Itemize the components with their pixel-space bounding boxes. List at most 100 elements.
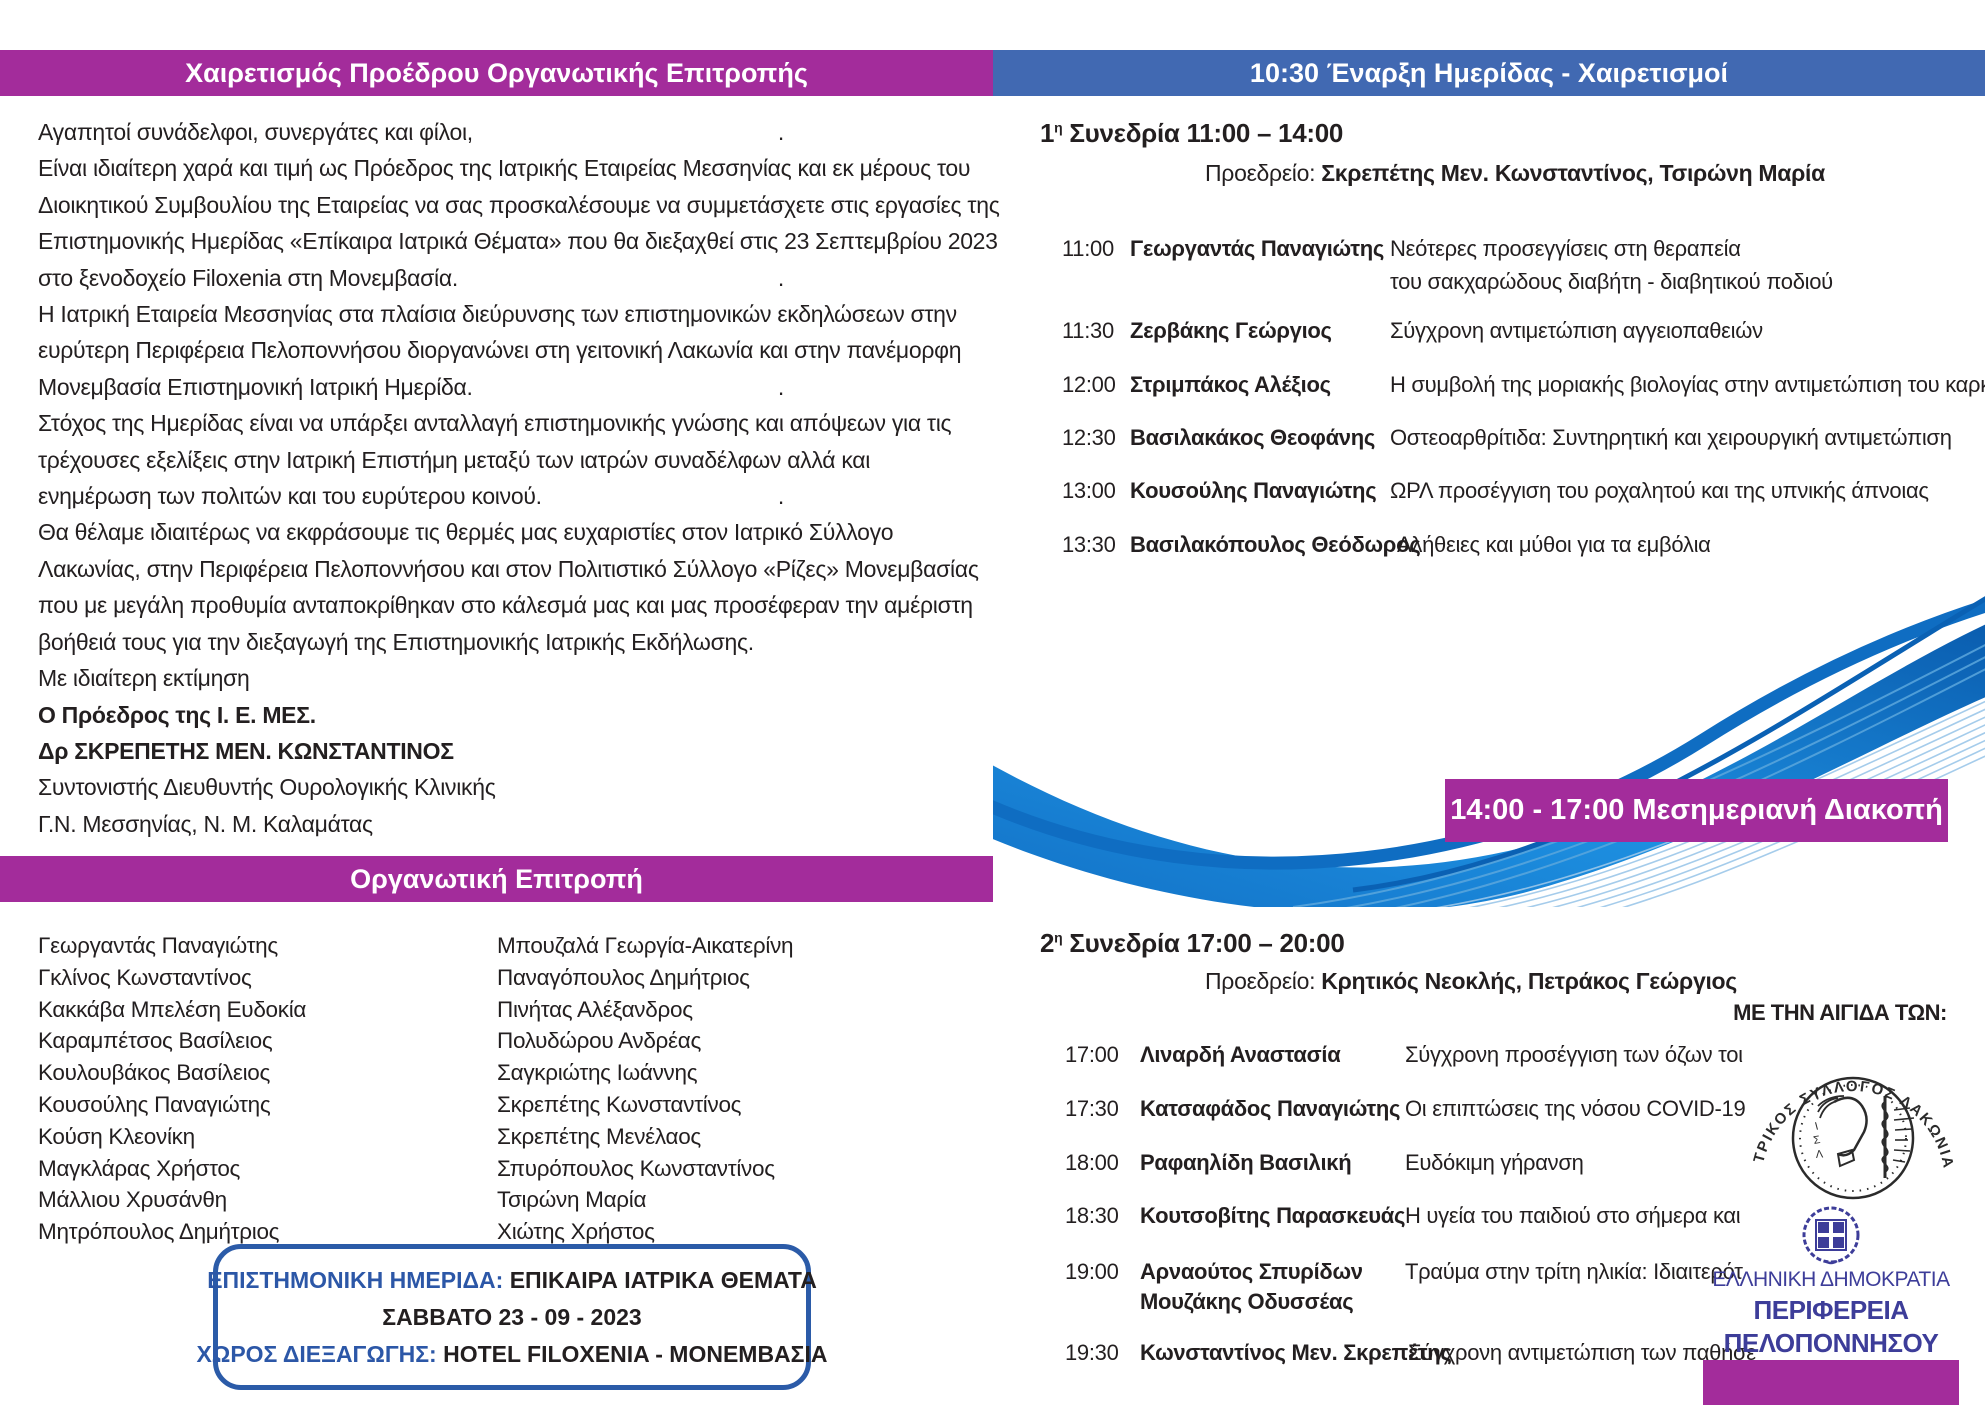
venue-label: ΧΩΡΟΣ ΔΙΕΞΑΓΩΓΗΣ:: [196, 1340, 444, 1367]
greeting-line: βοήθειά τους για την διεξαγωγή της Επιστ…: [38, 628, 754, 655]
committee-column-2: Μπουζαλά Γεωργία-Αικατερίνη Παναγόπουλος…: [497, 930, 794, 1248]
session2-chairs: Προεδρείο: Κρητικός Νεοκλής, Πετράκος Γε…: [1205, 968, 1737, 995]
committee-member: Σαγκριώτης Ιωάννης: [497, 1060, 698, 1086]
greeting-line: Διοικητικού Συμβουλίου της Εταιρείας να …: [38, 191, 1000, 218]
talk-speaker: Κατσαφάδος Παναγιώτης: [1140, 1096, 1401, 1121]
svg-text:Ι: Ι: [1814, 1121, 1820, 1133]
event-info-box: ΕΠΙΣΤΗΜΟΝΙΚΗ ΗΜΕΡΙΔΑ: ΕΠΙΚΑΙΡΑ ΙΑΤΡΙΚΑ Θ…: [197, 1244, 827, 1390]
committee-member: Παναγόπουλος Δημήτριος: [497, 964, 750, 990]
talk-speaker: Ραφαηλίδη Βασιλική: [1140, 1150, 1352, 1175]
chair-names: Κρητικός Νεοκλής, Πετράκος Γεώργιος: [1321, 968, 1737, 994]
session1-title: 1η Συνεδρία 11:00 – 14:00: [1040, 118, 1344, 148]
line-end-dot: .: [777, 483, 784, 510]
talk-time: 11:00: [1062, 236, 1114, 261]
line-end-dot: .: [777, 264, 784, 291]
committee-member: Μπουζαλά Γεωργία-Αικατερίνη: [497, 933, 794, 958]
event-date: ΣΑΒΒΑΤΟ 23 - 09 - 2023: [382, 1303, 642, 1330]
committee-member: Πινήτας Αλέξανδρος: [497, 996, 693, 1022]
right-header-bar: 10:30 Έναρξη Ημερίδας - Χαιρετισμοί: [993, 50, 1985, 96]
committee-member: Γκλίνος Κωνσταντίνος: [38, 964, 252, 990]
event-type-label: ΕΠΙΣΤΗΜΟΝΙΚΗ ΗΜΕΡΙΔΑ:: [207, 1266, 510, 1293]
region-label-line2: ΠΕΛΟΠΟΝΝΗΣΟΥ: [1723, 1328, 1939, 1358]
aegis-heading: ΜΕ ΤΗΝ ΑΙΓΙΔΑ ΤΩΝ:: [1733, 1000, 1947, 1025]
committee-column-1: Γεωργαντάς Παναγιώτης Γκλίνος Κωνσταντίν…: [38, 930, 306, 1248]
event-info-line1: ΕΠΙΣΤΗΜΟΝΙΚΗ ΗΜΕΡΙΔΑ: ΕΠΙΚΑΙΡΑ ΙΑΤΡΙΚΑ Θ…: [207, 1262, 817, 1299]
greeting-line: Στόχος της Ημερίδας είναι να υπάρξει αντ…: [38, 410, 952, 437]
committee-member: Γεωργαντάς Παναγιώτης: [38, 933, 278, 958]
talk-time: 17:00: [1065, 1042, 1119, 1067]
committee-member: Χιώτης Χρήστος: [497, 1219, 655, 1245]
committee-header-title: Οργανωτική Επιτροπή: [350, 863, 643, 894]
greeting-line: ενημέρωση των πολιτών και του ευρύτερου …: [38, 478, 784, 514]
committee-member: Μαγκλάρας Χρήστος: [38, 1155, 241, 1181]
talk-title: Νεότερες προσεγγίσεις στη θεραπεία του σα…: [1390, 236, 1833, 294]
president-title-line: Ο Πρόεδρος της Ι. Ε. ΜΕΣ.: [38, 701, 316, 728]
greeting-line: Θα θέλαμε ιδιαιτέρως να εκφράσουμε τις θ…: [38, 519, 894, 546]
session2-title: 2η Συνεδρία 17:00 – 20:00: [1040, 928, 1345, 958]
talk-time: 13:00: [1062, 478, 1116, 503]
talk-speaker: Λιναρδή Αναστασία: [1140, 1042, 1341, 1067]
committee-member: Σκρεπέτης Κωνσταντίνος: [497, 1091, 742, 1117]
talk-title: Οστεοαρθρίτιδα: Συντηρητική και χειρουργ…: [1390, 425, 1952, 450]
talk-speaker: Κουσούλης Παναγιώτης: [1130, 478, 1377, 503]
greeting-line: Η Ιατρική Εταιρεία Μεσσηνίας στα πλαίσια…: [38, 301, 957, 328]
chair-label: Προεδρείο:: [1205, 160, 1322, 186]
president-role-line: Συντονιστής Διευθυντής Ουρολογικής Κλινι…: [38, 774, 496, 801]
event-title: ΕΠΙΚΑΙΡΑ ΙΑΤΡΙΚΑ ΘΕΜΑΤΑ: [509, 1266, 817, 1293]
lunch-break-box: 14:00 - 17:00 Μεσημεριανή Διακοπή: [1445, 779, 1948, 842]
laconia-medical-seal: ΙΑΤΡΙΚΟΣ ΣΥΛΛΟΓΟΣ ΛΑΚΩΝΙΑΣ Ι Σ Λ: [1742, 1026, 1955, 1200]
greeting-line: Επιστημονικής Ημερίδας «Επίκαιρα Ιατρικά…: [38, 228, 998, 255]
line-end-dot: .: [777, 119, 784, 145]
talk-speaker: Κωνσταντίνος Μεν. Σκρεπέτης: [1140, 1340, 1452, 1365]
talk-title: ΩΡΛ προσέγγιση του ροχαλητού και της υπν…: [1390, 478, 1929, 503]
session1-chairs: Προεδρείο: Σκρεπέτης Μεν. Κωνσταντίνος, …: [1205, 160, 1825, 187]
talk-speaker: Βασιλακόπουλος Θεόδωρος: [1130, 532, 1421, 557]
greeting-line: που με μεγάλη προθυμία ανταποκρίθηκαν στ…: [38, 592, 973, 619]
left-header-bar: Χαιρετισμός Προέδρου Οργανωτικής Επιτροπ…: [0, 50, 993, 96]
talk-time: 19:30: [1065, 1340, 1119, 1365]
left-header-title: Χαιρετισμός Προέδρου Οργανωτικής Επιτροπ…: [185, 57, 808, 88]
talk-time: 18:00: [1065, 1150, 1119, 1175]
talk-title: Η υγεία του παιδιού στο σήμερα και: [1405, 1203, 1741, 1228]
greeting-line: ευρύτερη Περιφέρεια Πελοποννήσου διοργαν…: [38, 337, 962, 364]
region-label-line1: ΠΕΡΙΦΕΡΕΙΑ: [1753, 1295, 1909, 1325]
greeting-text: Αγαπητοί συνάδελφοι, συνεργάτες και φίλο…: [38, 114, 1000, 842]
chair-label: Προεδρείο:: [1205, 968, 1322, 994]
committee-member: Σκρεπέτης Μενέλαος: [497, 1123, 701, 1149]
venue-value: HOTEL FILOXENIA - ΜΟΝΕΜΒΑΣΙΑ: [443, 1340, 828, 1367]
talk-title: Ευδόκιμη γήρανση: [1405, 1150, 1584, 1175]
talk-time: 13:30: [1062, 532, 1116, 557]
talk-speaker: Στριμπάκος Αλέξιος: [1130, 372, 1331, 397]
talk-time: 19:00: [1065, 1259, 1119, 1284]
talk-speaker: Αρναούτος Σπυρίδων Μουζάκης Οδυσσέας: [1140, 1259, 1363, 1314]
greeting-line: Λακωνίας, στην Περιφέρεια Πελοποννήσου κ…: [38, 555, 979, 582]
greeting-line: Μονεμβασία Επιστημονική Ιατρική Ημερίδα.…: [38, 369, 784, 405]
committee-member: Κουλουβάκος Βασίλειος: [38, 1060, 271, 1086]
talk-title: Αλήθειες και μύθοι για τα εμβόλια: [1397, 532, 1711, 557]
talk-title: Οι επιπτώσεις της νόσου COVID-19: [1405, 1096, 1746, 1121]
talk-title: Τραύμα στην τρίτη ηλικία: Ιδιαιτερότ: [1405, 1259, 1743, 1284]
committee-member: Καραμπέτσος Βασίλειος: [38, 1028, 273, 1054]
committee-member: Κουσούλης Παναγιώτης: [38, 1091, 271, 1117]
greeting-line: Είναι ιδιαίτερη χαρά και τιμή ως Πρόεδρο…: [38, 155, 971, 182]
talk-speaker: Κουτσοβίτης Παρασκευάς: [1140, 1203, 1406, 1228]
bottom-magenta-bar: [1703, 1360, 1959, 1405]
lunch-break-label: 14:00 - 17:00 Μεσημεριανή Διακοπή: [1450, 794, 1943, 826]
talk-time: 12:30: [1062, 425, 1116, 450]
talk-title: Σύγχρονη αντιμετώπιση των παθήσε: [1408, 1340, 1756, 1365]
committee-member: Τσιρώνη Μαρία: [497, 1187, 647, 1213]
talk-speaker: Ζερβάκης Γεώργιος: [1130, 318, 1332, 343]
greeting-line: τρέχουσες εξελίξεις στην Ιατρική Επιστήμ…: [38, 446, 871, 473]
talk-speaker: Γεωργαντάς Παναγιώτης: [1130, 236, 1385, 261]
talk-speaker: Βασιλακάκος Θεοφάνης: [1130, 425, 1376, 450]
president-name-line: Δρ ΣΚΡΕΠΕΤΗΣ ΜΕΝ. ΚΩΝΣΤΑΝΤΙΝΟΣ: [38, 737, 454, 764]
wave-graphic: [993, 596, 1985, 907]
committee-header-bar: Οργανωτική Επιτροπή: [0, 856, 993, 902]
greeting-closing: Με ιδιαίτερη εκτίμηση: [38, 665, 250, 692]
talk-time: 12:00: [1062, 372, 1116, 397]
chair-names: Σκρεπέτης Μεν. Κωνσταντίνος, Τσιρώνη Μαρ…: [1321, 160, 1825, 186]
greeting-line: Αγαπητοί συνάδελφοι, συνεργάτες και φίλο…: [38, 114, 784, 150]
greek-republic-emblem: [1802, 1206, 1860, 1265]
talk-time: 11:30: [1062, 318, 1114, 343]
